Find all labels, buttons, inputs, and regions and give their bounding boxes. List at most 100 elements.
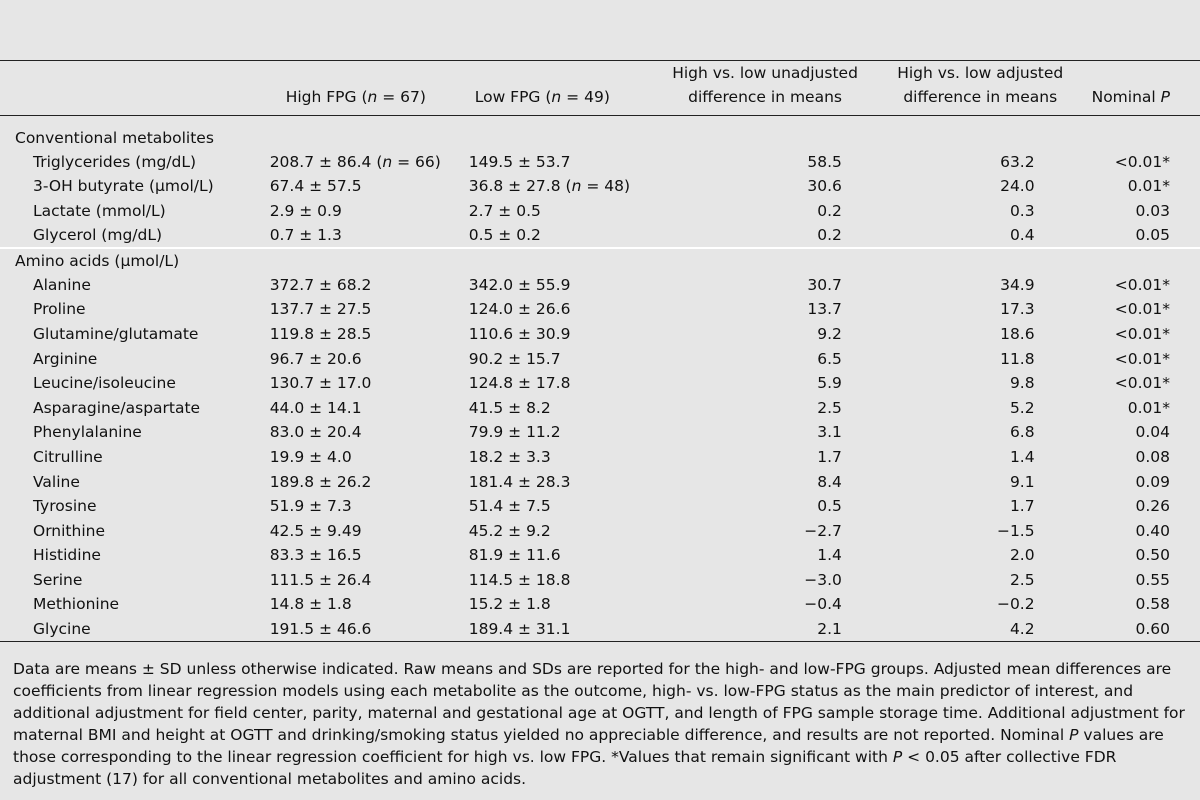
unadjusted-difference: 2.5 [817, 398, 842, 417]
unadjusted-difference: 0.2 [817, 226, 842, 245]
low-fpg-value: 45.2 ± 9.2 [468, 521, 551, 540]
metabolite-name: Glycerol (mg/dL) [33, 226, 163, 245]
low-fpg-value: 124.8 ± 17.8 [468, 374, 571, 393]
low-fpg-value: 18.2 ± 3.3 [468, 447, 551, 466]
metabolite-name: Triglycerides (mg/dL) [33, 152, 197, 171]
high-fpg-value: 208.7 ± 86.4 (n = 66) [269, 152, 441, 171]
group-header-row: Amino acids (μmol/L) [0, 246, 1200, 273]
nominal-p-value: 0.26 [1135, 497, 1170, 516]
high-fpg-value: 130.7 ± 17.0 [269, 374, 372, 393]
nominal-p-value: 0.04 [1135, 423, 1170, 442]
group-header-row: Conventional metabolites [0, 115, 1200, 150]
metabolite-name: Asparagine/aspartate [33, 398, 201, 417]
metabolite-name: Histidine [33, 546, 101, 565]
adjusted-difference: 63.2 [1000, 152, 1035, 171]
low-fpg-value: 110.6 ± 30.9 [468, 324, 571, 343]
high-fpg-value: 44.0 ± 14.1 [269, 398, 362, 417]
group-title: Conventional metabolites [0, 115, 1200, 150]
metabolite-name: Methionine [33, 595, 120, 614]
table-row: Alanine 372.7 ± 68.2 342.0 ± 55.9 30.7 34.9 <… [0, 272, 1200, 297]
low-fpg-value: 189.4 ± 31.1 [468, 616, 662, 642]
unadjusted-difference: 58.5 [807, 152, 842, 171]
nominal-p-value: 0.01* [1127, 398, 1170, 417]
nominal-p-value: <0.01* [1114, 349, 1170, 368]
low-fpg-value: 41.5 ± 8.2 [468, 398, 551, 417]
nominal-p-value: 0.08 [1135, 447, 1170, 466]
high-fpg-value: 96.7 ± 20.6 [269, 349, 362, 368]
header-high-fpg: High FPG (n = 67) [285, 88, 426, 106]
metabolite-name: Lactate (mmol/L) [33, 201, 166, 220]
table-row: Valine 189.8 ± 26.2 181.4 ± 28.3 8.4 9.1 0.09 [0, 469, 1200, 494]
adjusted-difference: 34.9 [1000, 275, 1035, 294]
table-row: Methionine 14.8 ± 1.8 15.2 ± 1.8 −0.4 −0.2 0.… [0, 592, 1200, 617]
high-fpg-value: 189.8 ± 26.2 [269, 472, 372, 491]
low-fpg-value: 342.0 ± 55.9 [468, 275, 571, 294]
adjusted-difference: 18.6 [1000, 324, 1035, 343]
low-fpg-value: 124.0 ± 26.6 [468, 300, 571, 319]
adjusted-difference: 4.2 [868, 616, 1092, 642]
header-unadjusted: High vs. low unadjusted difference in mea… [672, 64, 858, 106]
unadjusted-difference: 5.9 [817, 374, 842, 393]
metabolite-name: Alanine [33, 275, 91, 294]
metabolite-name: Glycine [0, 616, 266, 642]
high-fpg-value: 42.5 ± 9.49 [269, 521, 362, 540]
nominal-p-value: 0.01* [1127, 177, 1170, 196]
high-fpg-value: 119.8 ± 28.5 [269, 324, 372, 343]
low-fpg-value: 81.9 ± 11.6 [468, 546, 561, 565]
high-fpg-value: 83.0 ± 20.4 [269, 423, 362, 442]
high-fpg-value: 137.7 ± 27.5 [269, 300, 372, 319]
table-body: Conventional metabolites Triglycerides (m… [0, 115, 1200, 642]
low-fpg-value: 79.9 ± 11.2 [468, 423, 561, 442]
table-row: Histidine 83.3 ± 16.5 81.9 ± 11.6 1.4 2.0 0.5… [0, 543, 1200, 568]
low-fpg-value: 114.5 ± 18.8 [468, 570, 571, 589]
table-row: Serine 111.5 ± 26.4 114.5 ± 18.8 −3.0 2.5 0.5… [0, 568, 1200, 593]
header-blank [0, 61, 266, 116]
low-fpg-value: 181.4 ± 28.3 [468, 472, 571, 491]
metabolite-name: Proline [33, 300, 86, 319]
table-row: Citrulline 19.9 ± 4.0 18.2 ± 3.3 1.7 1.4 0.08 [0, 445, 1200, 470]
nominal-p-value: 0.58 [1135, 595, 1170, 614]
high-fpg-value: 191.5 ± 46.6 [265, 616, 469, 642]
unadjusted-difference: 8.4 [817, 472, 842, 491]
unadjusted-difference: 30.7 [807, 275, 842, 294]
table-row: Asparagine/aspartate 44.0 ± 14.1 41.5 ± 8.… [0, 395, 1200, 420]
high-fpg-value: 111.5 ± 26.4 [269, 570, 372, 589]
unadjusted-difference: 2.1 [661, 616, 869, 642]
header-low-fpg: Low FPG (n = 49) [474, 88, 610, 106]
metabolite-name: Leucine/isoleucine [33, 374, 176, 393]
high-fpg-value: 14.8 ± 1.8 [269, 595, 352, 614]
adjusted-difference: 17.3 [1000, 300, 1035, 319]
table-row: Ornithine 42.5 ± 9.49 45.2 ± 9.2 −2.7 −1.5 0.… [0, 518, 1200, 543]
table-row: Leucine/isoleucine 130.7 ± 17.0 124.8 ± 17… [0, 371, 1200, 396]
header-nominal-p: Nominal P [1091, 88, 1170, 106]
metabolite-name: Glutamine/glutamate [33, 324, 199, 343]
metabolite-name: Tyrosine [33, 497, 97, 516]
nominal-p-value: <0.01* [1114, 300, 1170, 319]
high-fpg-value: 2.9 ± 0.9 [269, 201, 342, 220]
unadjusted-difference: 3.1 [817, 423, 842, 442]
metabolite-table: High FPG (n = 67) Low FPG (n = 49) High … [0, 60, 1200, 642]
table-row: Triglycerides (mg/dL) 208.7 ± 86.4 (n = 6… [0, 150, 1200, 175]
adjusted-difference: 1.4 [1009, 447, 1035, 466]
adjusted-difference: 9.1 [1009, 472, 1035, 491]
low-fpg-value: 51.4 ± 7.5 [468, 497, 551, 516]
table-row: 3-OH butyrate (μmol/L) 67.4 ± 57.5 36.8 ± … [0, 174, 1200, 199]
metabolite-name: Valine [33, 472, 80, 491]
high-fpg-value: 67.4 ± 57.5 [269, 177, 362, 196]
unadjusted-difference: −2.7 [804, 521, 842, 540]
unadjusted-difference: 1.4 [817, 546, 842, 565]
table-row: Lactate (mmol/L) 2.9 ± 0.9 2.7 ± 0.5 0.2 0.3… [0, 199, 1200, 224]
table-row: Glycerol (mg/dL) 0.7 ± 1.3 0.5 ± 0.2 0.2 0.4… [0, 223, 1200, 248]
group-title: Amino acids (μmol/L) [0, 246, 1200, 273]
adjusted-difference: 0.3 [1009, 201, 1035, 220]
table-row: Tyrosine 51.9 ± 7.3 51.4 ± 7.5 0.5 1.7 0.26 [0, 494, 1200, 519]
metabolite-name: Arginine [33, 349, 98, 368]
low-fpg-value: 149.5 ± 53.7 [468, 152, 571, 171]
header-adjusted: High vs. low adjusted difference in means [897, 64, 1064, 106]
table-row: Proline 137.7 ± 27.5 124.0 ± 26.6 13.7 17.3 <… [0, 297, 1200, 322]
table-row: Arginine 96.7 ± 20.6 90.2 ± 15.7 6.5 11.8 <0.… [0, 346, 1200, 371]
high-fpg-value: 51.9 ± 7.3 [269, 497, 352, 516]
adjusted-difference: −0.2 [996, 595, 1035, 614]
nominal-p-value: <0.01* [1114, 152, 1170, 171]
